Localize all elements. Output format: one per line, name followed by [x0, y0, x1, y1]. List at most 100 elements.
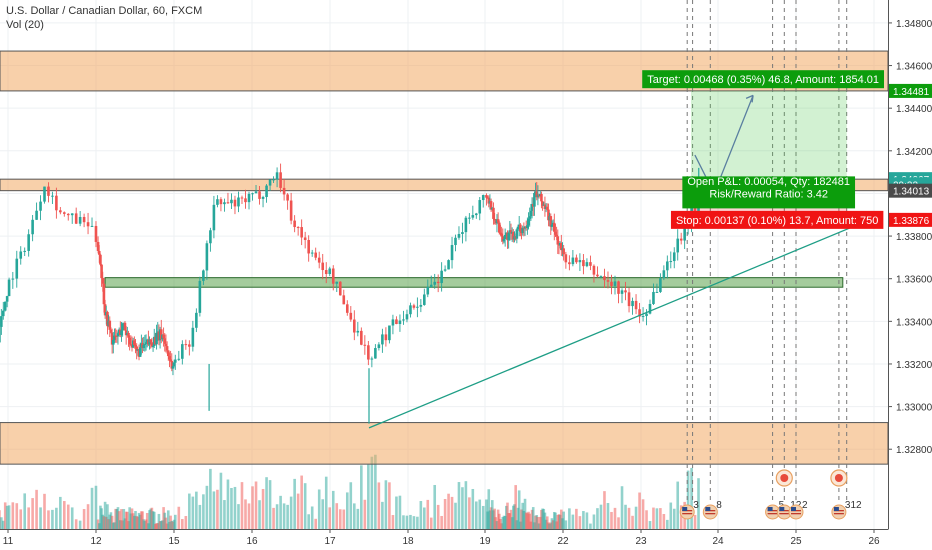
- event-marker[interactable]: 312: [831, 500, 862, 520]
- stop-label[interactable]: Stop: 0.00137 (0.10%) 13.7, Amount: 750: [670, 210, 884, 229]
- volume-bar: [582, 511, 585, 529]
- volume-bar: [261, 488, 265, 529]
- candle-body: [120, 330, 123, 336]
- candle-body: [550, 224, 554, 227]
- candle-body: [370, 358, 374, 360]
- event-marker[interactable]: 8: [702, 500, 722, 520]
- candle-body: [19, 251, 23, 259]
- volume-bar: [27, 507, 30, 529]
- candle-body: [1, 310, 5, 317]
- pnl-label[interactable]: Open P&L: 0.00054, Qty: 182481Risk/Rewar…: [682, 176, 856, 209]
- candle-body: [127, 332, 130, 338]
- event-count: 8: [716, 500, 722, 511]
- candle-body: [492, 207, 495, 219]
- event-markers[interactable]: 385122312: [679, 469, 862, 520]
- candle-body: [123, 322, 127, 331]
- candle-body: [314, 252, 317, 258]
- trendline[interactable]: [368, 217, 875, 429]
- price-tick-label: 1.33200: [896, 360, 932, 371]
- volume-bar: [679, 505, 683, 529]
- price-badge[interactable]: [889, 212, 932, 227]
- time-tick-label: 18: [402, 536, 414, 547]
- event-count: 2: [802, 500, 808, 511]
- event-marker[interactable]: 2: [788, 500, 808, 520]
- volume-bar: [258, 500, 261, 529]
- volume-bar: [554, 512, 557, 529]
- candle-body: [367, 345, 370, 360]
- volume-bar: [51, 509, 54, 529]
- candle-body: [409, 305, 412, 315]
- position-labels[interactable]: Target: 0.00468 (0.35%) 46.8, Amount: 18…: [642, 70, 884, 229]
- volume-bar: [23, 493, 26, 529]
- volume-bar: [447, 493, 450, 529]
- candle-body: [535, 191, 539, 198]
- demand-zone[interactable]: [104, 277, 844, 288]
- volume-bar: [690, 467, 693, 529]
- volume-bar: [209, 468, 212, 529]
- profit-area[interactable]: [691, 90, 847, 191]
- candle-body: [174, 359, 177, 363]
- candle-body: [547, 209, 550, 221]
- volume-bar: [152, 511, 156, 529]
- volume-bar: [219, 472, 223, 529]
- candle-body: [426, 286, 430, 295]
- candle-body: [384, 334, 388, 341]
- flag-stripe: [767, 513, 778, 515]
- volume-bar: [94, 485, 98, 529]
- candle-body: [560, 242, 563, 251]
- volume-bar: [599, 504, 603, 529]
- volume-bar: [254, 481, 258, 529]
- time-axis[interactable]: 11 12 15 16 17 18 19 22 23 24 25 26: [0, 529, 932, 550]
- candle-body: [5, 296, 9, 302]
- volume-bar: [697, 478, 700, 529]
- volume-bar: [43, 493, 46, 529]
- candle-body: [135, 346, 138, 351]
- candle-body: [15, 258, 19, 279]
- time-axis-bg: [0, 529, 932, 550]
- candle-body: [416, 306, 419, 308]
- price-axis[interactable]: 1.348001.346001.344001.342001.340001.338…: [888, 0, 932, 550]
- canada-flag-leaf: [780, 474, 789, 482]
- candle-body: [568, 262, 571, 265]
- volume-bar: [342, 509, 346, 529]
- flag-canton: [705, 507, 711, 511]
- candle-body: [620, 290, 624, 294]
- candle-body: [554, 231, 557, 235]
- candle-body: [110, 332, 114, 345]
- volume-bar: [90, 487, 94, 529]
- flag-canton: [682, 507, 688, 511]
- volume-bar: [82, 509, 86, 529]
- time-tick-label: 16: [246, 536, 258, 547]
- event-marker[interactable]: 3: [679, 500, 699, 520]
- candle-body: [381, 334, 384, 345]
- trend-line[interactable]: [368, 217, 875, 429]
- candle-body: [496, 219, 500, 223]
- price-badge[interactable]: [889, 183, 932, 198]
- candle-body: [27, 234, 30, 251]
- candle-body: [0, 326, 1, 343]
- time-tick-label: 19: [479, 536, 491, 547]
- volume-bar: [349, 482, 353, 529]
- volume-bar: [562, 511, 565, 529]
- candle-body: [575, 257, 578, 263]
- price-badge[interactable]: [889, 83, 932, 98]
- volume-bar: [282, 503, 286, 529]
- target-label[interactable]: Target: 0.00468 (0.35%) 46.8, Amount: 18…: [642, 70, 884, 89]
- candle-body: [138, 347, 142, 357]
- pnl-text: Open P&L: 0.00054, Qty: 182481: [687, 176, 850, 188]
- candle-body: [133, 340, 136, 346]
- time-tick-label: 24: [712, 536, 724, 547]
- volume-bar: [59, 496, 62, 529]
- supply-zone[interactable]: [0, 422, 889, 465]
- candle-body: [66, 213, 70, 216]
- time-tick-label: 12: [90, 536, 102, 547]
- price-badge-label: 1.33876: [893, 216, 930, 227]
- volume-bar: [617, 517, 620, 529]
- candle-body: [433, 281, 437, 285]
- candle-body: [111, 339, 115, 345]
- candle-body: [216, 199, 219, 205]
- candle-body: [500, 233, 503, 237]
- volume-bar: [388, 482, 391, 529]
- volume-bar: [233, 486, 237, 529]
